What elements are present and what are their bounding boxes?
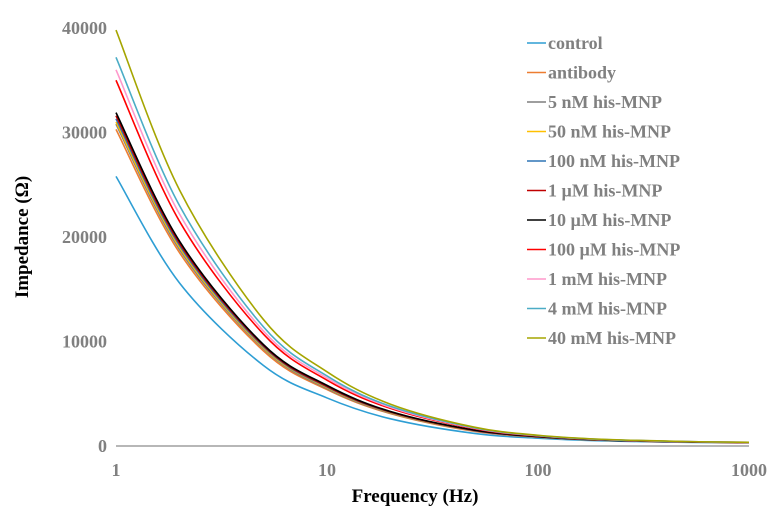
y-axis-title: Impedance (Ω) bbox=[12, 176, 33, 298]
legend-label: control bbox=[548, 33, 603, 53]
x-tick-label: 10 bbox=[318, 460, 336, 480]
y-tick-label: 10000 bbox=[62, 332, 107, 352]
legend-label: 5 nM his-MNP bbox=[548, 92, 662, 112]
y-axis-ticks: 0 10000 20000 30000 40000 bbox=[62, 18, 107, 456]
x-tick-label: 100 bbox=[525, 460, 552, 480]
y-tick-label: 0 bbox=[98, 436, 107, 456]
y-tick-label: 30000 bbox=[62, 123, 107, 143]
legend-label: 40 mM his-MNP bbox=[548, 328, 676, 348]
x-tick-label: 1000 bbox=[731, 460, 767, 480]
legend-label: 100 µM his-MNP bbox=[548, 240, 680, 260]
legend-label: 100 nM his-MNP bbox=[548, 151, 680, 171]
legend-label: antibody bbox=[548, 63, 616, 83]
legend-label: 1 µM his-MNP bbox=[548, 181, 662, 201]
x-axis-ticks: 1 10 100 1000 bbox=[112, 460, 768, 480]
legend-label: 1 mM his-MNP bbox=[548, 269, 667, 289]
series-line bbox=[115, 29, 750, 444]
legend: control antibody 5 nM his-MNP 50 nM his-MNP… bbox=[527, 33, 680, 348]
x-axis-title: Frequency (Hz) bbox=[352, 486, 479, 507]
legend-label: 10 µM his-MNP bbox=[548, 210, 671, 230]
y-tick-label: 40000 bbox=[62, 18, 107, 38]
x-tick-label: 1 bbox=[112, 460, 121, 480]
legend-label: 50 nM his-MNP bbox=[548, 122, 671, 142]
legend-label: 4 mM his-MNP bbox=[548, 299, 667, 319]
y-tick-label: 20000 bbox=[62, 227, 107, 247]
series-layer bbox=[115, 29, 750, 444]
